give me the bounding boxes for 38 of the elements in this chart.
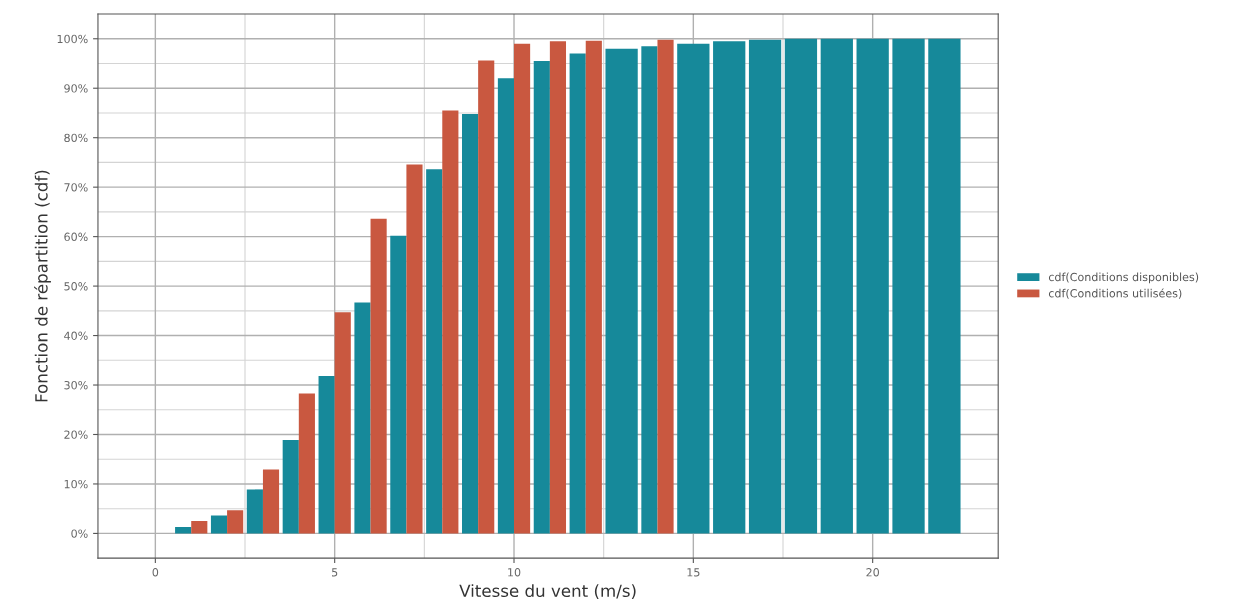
bar <box>370 218 387 534</box>
bar <box>514 43 531 534</box>
y-tick-label: 60% <box>64 232 88 241</box>
bar <box>175 526 192 534</box>
bar <box>549 41 567 534</box>
bar <box>334 312 351 534</box>
x-axis-title: Vitesse du vent (m/s) <box>459 584 636 600</box>
y-tick-label: 40% <box>64 331 88 340</box>
y-tick-label: 10% <box>64 479 88 489</box>
y-tick-label: 100% <box>57 34 88 44</box>
x-tick-label: 20 <box>866 568 879 577</box>
y-tick-label: 0% <box>71 529 88 538</box>
bar <box>478 60 495 534</box>
bar <box>262 469 280 534</box>
y-tick-label: 80% <box>64 133 88 143</box>
bar <box>282 439 299 534</box>
x-tick-label: 0 <box>152 568 159 577</box>
y-tick-label: 70% <box>64 183 88 192</box>
bar <box>298 393 315 534</box>
y-tick-label: 90% <box>64 84 88 93</box>
bar <box>246 489 263 534</box>
legend-label: cdf(Conditions utilisées) <box>1048 288 1182 299</box>
x-tick-label: 5 <box>332 568 338 577</box>
bar <box>406 164 423 534</box>
y-tick-label: 30% <box>64 381 88 390</box>
bar <box>426 169 443 534</box>
x-tick-label: 15 <box>687 568 700 577</box>
bar <box>210 515 228 534</box>
legend-label: cdf(Conditions disponibles) <box>1048 272 1199 284</box>
y-axis-title: Fonction de répartition (cdf) <box>34 170 51 402</box>
bar <box>318 376 335 534</box>
bar <box>354 302 371 534</box>
y-tick-label: 50% <box>64 282 88 291</box>
y-tick-label: 20% <box>64 430 88 439</box>
bar <box>390 235 407 534</box>
bar <box>442 110 459 534</box>
x-tick-label: 10 <box>508 568 521 577</box>
bar <box>462 113 479 534</box>
